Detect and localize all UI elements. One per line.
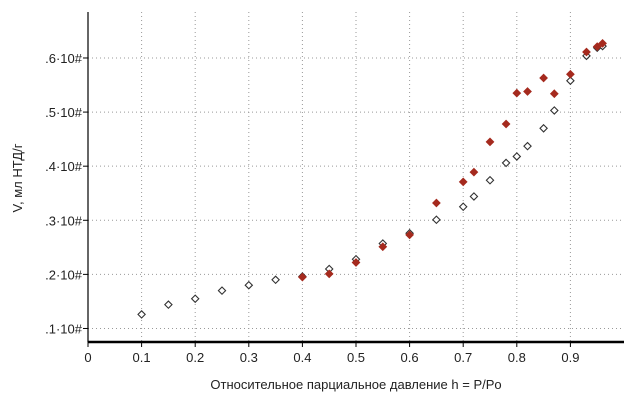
open-diamond-point (485, 175, 495, 185)
filled-diamond-point (378, 242, 388, 252)
x-tick-labels: 0 0.1 0.2 0.3 0.4 0.5 0.6 0.7 0.8 0.9 (84, 342, 579, 365)
grid (88, 12, 624, 342)
x-tick-label: 0.8 (508, 350, 526, 365)
y-tick-label: .1·10# (45, 321, 83, 336)
filled-diamond-point (549, 89, 559, 99)
open-diamond-point (164, 300, 173, 310)
open-diamond-point (501, 158, 511, 168)
open-diamond-point (432, 215, 441, 225)
open-diamond-point (469, 192, 479, 201)
plot-area (88, 12, 624, 342)
filled-diamond-point (501, 119, 511, 129)
filled-diamond-point (458, 177, 468, 187)
x-tick-label: 0.6 (401, 350, 419, 365)
filled-diamond-point (298, 272, 307, 282)
y-tick-label: .5·10# (45, 105, 83, 120)
open-diamond-point (217, 286, 227, 295)
x-tick-label: 0.1 (133, 350, 151, 365)
filled-diamond-point (351, 258, 361, 267)
filled-diamond-point (598, 38, 607, 48)
x-axis-title: Относительное парциальное давление h = P… (210, 377, 501, 392)
x-tick-label: 0.7 (454, 350, 472, 365)
filled-diamond-point (469, 167, 479, 177)
filled-diamond-point (539, 73, 548, 83)
open-diamond-point (271, 275, 280, 285)
open-diamond-point (190, 294, 200, 304)
filled-diamond-point (566, 69, 575, 79)
open-diamond-point (539, 123, 548, 133)
x-tick-label: 0.9 (561, 350, 579, 365)
x-tick-label: 0.2 (186, 350, 204, 365)
x-tick-label: 0 (84, 350, 91, 365)
filled-diamond-point (582, 47, 591, 57)
x-tick-label: 0.4 (293, 350, 311, 365)
y-tick-label: .6·10# (45, 51, 83, 66)
filled-diamond-point (405, 230, 414, 240)
x-tick-label: 0.5 (347, 350, 365, 365)
filled-diamond-point (432, 198, 441, 208)
y-axis-title: V, мл НТД/г (10, 143, 25, 212)
open-diamond-point (244, 280, 254, 290)
open-diamond-point (512, 152, 522, 161)
y-tick-label: .3·10# (45, 213, 83, 228)
filled-diamond-point (592, 42, 602, 52)
open-diamond-point (458, 202, 468, 212)
open-diamond-point (137, 310, 146, 319)
open-diamond-point (549, 106, 559, 115)
open-diamond-point (566, 76, 575, 86)
filled-diamond-point (324, 269, 334, 279)
data-points (137, 38, 607, 319)
open-diamond-point (523, 141, 532, 151)
y-tick-label: .2·10# (45, 267, 83, 282)
y-tick-label: .4·10# (45, 159, 83, 174)
y-tick-labels: .1·10# .2·10# .3·10# .4·10# .5·10# .6·10# (45, 51, 88, 336)
filled-diamond-point (523, 87, 532, 96)
filled-diamond-point (512, 88, 522, 98)
filled-diamond-point (485, 137, 495, 147)
x-tick-label: 0.3 (240, 350, 258, 365)
